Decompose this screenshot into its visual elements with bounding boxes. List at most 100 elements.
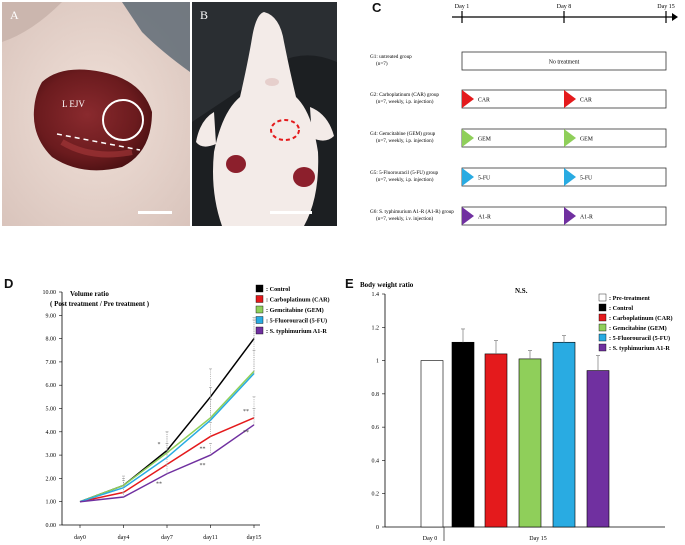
bar [420, 360, 444, 528]
legend-label: : Gemcitabine (GEM) [266, 307, 324, 314]
x-tick-label: day11 [203, 535, 217, 541]
timeline-day-label: Day 15 [657, 4, 675, 10]
dose-label: CAR [580, 98, 592, 104]
bar-chart-annotation: N.S. [515, 287, 528, 295]
legend-swatch [255, 295, 264, 303]
legend-swatch [598, 333, 607, 342]
legend-label: : Pre-treatment [609, 295, 651, 302]
group-detail: (n=7, weekly, i.p. injection) [376, 137, 434, 144]
x-tick-label: day4 [118, 535, 130, 541]
dose-label: GEM [580, 137, 593, 143]
group-title: G2: Carboplatinum (CAR) group [370, 91, 439, 98]
x-tick-label: day0 [74, 535, 86, 541]
legend-swatch [255, 326, 264, 335]
series-line [79, 373, 255, 503]
legend-label: : Control [609, 305, 633, 312]
legend-label: : 5-Fluorouracil (5-FU) [609, 335, 670, 342]
y-tick-label: 5.00 [46, 407, 57, 413]
surgery-photo [2, 2, 190, 226]
dose-label: A1-R [478, 215, 491, 221]
bar [586, 370, 610, 528]
legend-label: : S. typhimurium A1-R [266, 328, 327, 335]
legend-swatch [255, 316, 264, 324]
dose-label: A1-R [580, 215, 593, 221]
legend-swatch [598, 303, 607, 312]
photo-panel-b: B [192, 2, 337, 226]
y-tick-label: 8.00 [46, 337, 57, 343]
legend-label: : 5-Fluorouracil (5-FU) [266, 318, 327, 325]
x-group-label: Day 0 [423, 536, 438, 542]
significance-marker: * [158, 442, 161, 448]
y-tick-label: 0.00 [46, 523, 57, 529]
legend-label: : Control [266, 286, 290, 293]
panel-letter-e: E [345, 276, 354, 291]
group-detail: (n=7, weekly, i.p. injection) [376, 98, 434, 105]
legend-swatch [598, 313, 607, 322]
significance-marker: ** [200, 463, 206, 469]
y-tick-label: 0.2 [372, 492, 380, 498]
significance-marker: ** [200, 446, 206, 452]
legend-label: : S. typhimurium A1-R [609, 345, 670, 352]
dose-marker [462, 129, 474, 147]
significance-marker: ** [156, 481, 162, 487]
legend-swatch [598, 293, 607, 302]
x-tick-label: day15 [247, 535, 262, 541]
series-line [79, 338, 255, 503]
photo-letter-a: A [10, 8, 19, 22]
dose-label: CAR [478, 98, 490, 104]
photo-letter-b: B [200, 8, 209, 22]
panel-letter-d: D [4, 276, 14, 291]
y-tick-label: 0.4 [372, 458, 380, 464]
photo-panel-a: A L EJV [2, 2, 190, 226]
dose-marker [564, 168, 576, 186]
group-detail: (n=7) [376, 60, 388, 67]
y-tick-label: 1.00 [46, 500, 57, 506]
significance-marker: ** [243, 430, 249, 436]
y-tick-label: 0.8 [372, 392, 380, 398]
significance-marker: ** [243, 409, 249, 415]
group-detail: (n=7, weekly, i.p. injection) [376, 176, 434, 183]
timeline-day-label: Day 8 [557, 4, 572, 10]
y-tick-label: 10.00 [43, 290, 57, 296]
dose-label: 5-FU [478, 176, 491, 182]
vein-label: L EJV [62, 99, 85, 109]
dose-marker [462, 207, 474, 225]
legend-swatch [598, 343, 607, 352]
y-tick-label: 2.00 [46, 476, 57, 482]
legend-label: : Carboplatinum (CAR) [609, 315, 673, 322]
y-tick-label: 4.00 [46, 430, 57, 436]
group-title: G5: 5-Fluorouracil (5-FU) group [370, 169, 439, 176]
group-title: G6: S. typhimurium A1-R (A1-R) group [370, 208, 454, 215]
x-group-label: Day 15 [529, 536, 547, 542]
bar [518, 358, 542, 528]
dose-marker [462, 90, 474, 108]
dose-marker [564, 129, 576, 147]
treatment-timeline: Day 1 Day 8 Day 15 G1: untreated group(n=7… [370, 4, 678, 226]
dose-marker [564, 207, 576, 225]
dose-marker [564, 90, 576, 108]
legend-label: : Carboplatinum (CAR) [266, 297, 330, 304]
line-chart-subtitle: ( Post treatment / Pre treatment ) [50, 300, 150, 308]
bar [451, 341, 475, 528]
x-tick-label: day7 [161, 535, 173, 541]
dose-marker [462, 168, 474, 186]
group-schedule-bar [461, 51, 667, 71]
y-tick-label: 1.4 [372, 292, 380, 298]
y-tick-label: 9.00 [46, 313, 57, 319]
group-title: G4: Gemcitabine (GEM) group [370, 130, 436, 137]
group-bar-text: No treatment [549, 60, 580, 66]
bar-chart-title: Body weight ratio [360, 281, 414, 289]
timeline-arrowhead [672, 13, 678, 21]
group-title: G1: untreated group [370, 54, 412, 60]
timeline-day-label: Day 1 [455, 4, 470, 10]
bar [484, 353, 508, 528]
y-tick-label: 0 [376, 525, 379, 531]
dose-label: GEM [478, 137, 491, 143]
line-chart-title: Volume ratio [70, 290, 109, 298]
legend-swatch [255, 284, 264, 293]
legend-swatch [598, 323, 607, 332]
y-tick-label: 0.6 [372, 425, 380, 431]
legend-label: : Gemcitabine (GEM) [609, 325, 667, 332]
y-tick-label: 6.00 [46, 383, 57, 389]
group-detail: (n=7, weekly, i.v. injection) [376, 215, 433, 222]
